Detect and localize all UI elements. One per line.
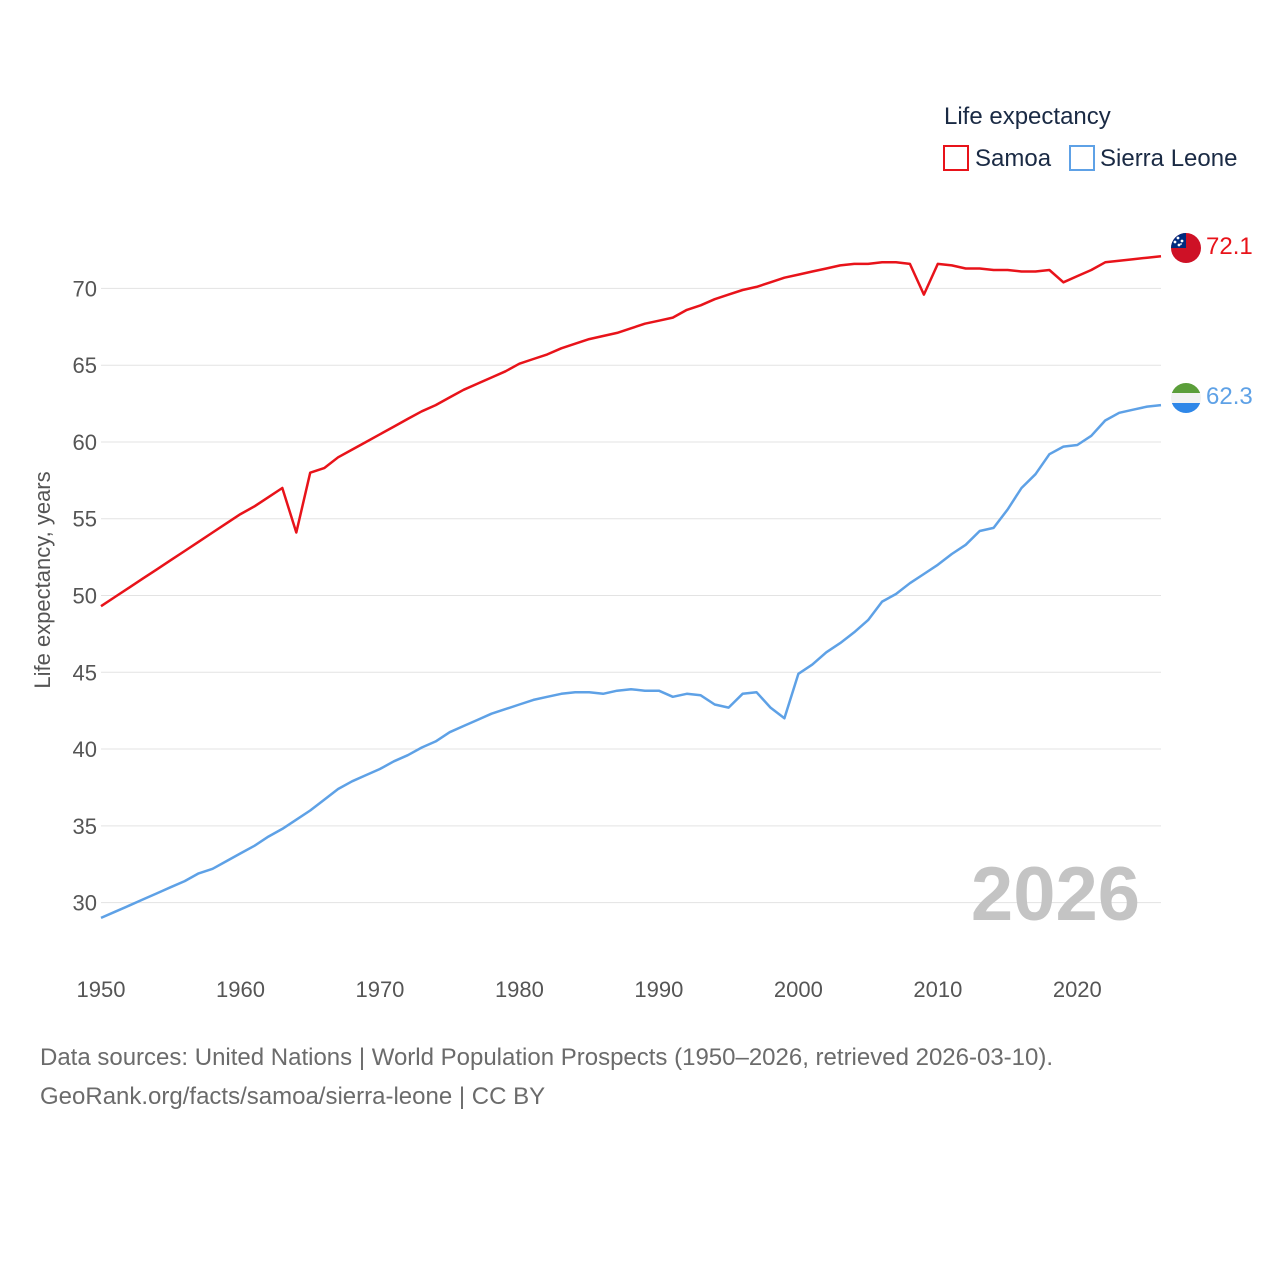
legend: Life expectancy Samoa Sierra Leone (943, 103, 1237, 172)
y-tick-label: 60 (73, 430, 97, 455)
y-tick-label: 65 (73, 353, 97, 378)
source-link[interactable]: GeoRank.org/facts/samoa/sierra-leone | C… (40, 1083, 546, 1110)
x-tick-label: 2000 (774, 977, 823, 1002)
gridlines (101, 287, 1161, 904)
legend-swatch-sierra-leone[interactable] (1069, 145, 1095, 171)
series-line-samoa[interactable] (100, 254, 1162, 608)
x-tick-label: 1960 (216, 977, 265, 1002)
x-tick-label: 2010 (913, 977, 962, 1002)
y-tick-label: 40 (73, 737, 97, 762)
x-tick-label: 2020 (1053, 977, 1102, 1002)
x-axis-ticks: 1950 1960 1970 1980 1990 2000 2010 2020 (77, 977, 1102, 1002)
y-tick-label: 45 (73, 660, 97, 685)
samoa-end-label: 72.1 (1206, 233, 1253, 260)
series-lines (100, 254, 1162, 920)
y-axis-ticks: 30 35 40 45 50 55 60 65 70 (73, 276, 97, 915)
y-tick-label: 30 (73, 891, 97, 916)
legend-label-samoa[interactable]: Samoa (975, 145, 1052, 172)
y-tick-label: 70 (73, 276, 97, 301)
y-tick-label: 35 (73, 814, 97, 839)
sierra-leone-end-label: 62.3 (1206, 383, 1253, 410)
series-line-sierra-leone[interactable] (100, 403, 1162, 920)
sierra-leone-flag-icon (1171, 383, 1201, 413)
samoa-flag-icon (1171, 233, 1201, 263)
legend-swatch-samoa[interactable] (943, 145, 969, 171)
source-note: Data sources: United Nations | World Pop… (40, 1044, 1054, 1071)
x-tick-label: 1990 (634, 977, 683, 1002)
y-tick-label: 50 (73, 584, 97, 609)
y-axis-label: Life expectancy, years (30, 471, 55, 688)
year-watermark: 2026 (971, 852, 1140, 937)
y-tick-label: 55 (73, 507, 97, 532)
legend-label-sierra-leone[interactable]: Sierra Leone (1100, 145, 1237, 172)
x-tick-label: 1970 (355, 977, 404, 1002)
legend-title: Life expectancy (944, 103, 1111, 130)
x-tick-label: 1980 (495, 977, 544, 1002)
x-tick-label: 1950 (77, 977, 126, 1002)
